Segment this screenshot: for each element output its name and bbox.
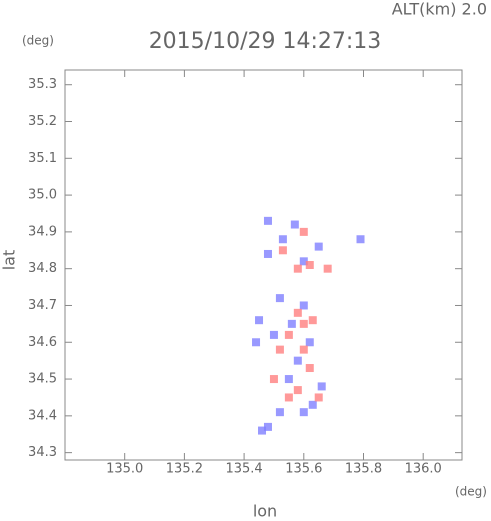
radar-pixel bbox=[269, 375, 278, 384]
radar-pixel bbox=[293, 264, 302, 273]
radar-pixel bbox=[305, 261, 314, 269]
y-tick-label: 34.5 bbox=[28, 372, 57, 387]
x-tick-label: 135.6 bbox=[285, 462, 322, 477]
altitude: ALT(km) 2.0 bbox=[392, 0, 487, 19]
radar-pixel bbox=[314, 242, 323, 251]
radar-pixel bbox=[299, 227, 308, 236]
radar-pixel bbox=[258, 426, 267, 435]
radar-pixel bbox=[252, 338, 261, 347]
radar-pixel bbox=[275, 408, 284, 417]
radar-pixel bbox=[293, 386, 302, 395]
radar-pixel bbox=[299, 408, 308, 417]
y-unit: (deg) bbox=[22, 34, 54, 48]
y-tick-label: 34.9 bbox=[28, 224, 57, 239]
radar-pixel bbox=[263, 216, 272, 225]
x-tick-label: 135.0 bbox=[106, 462, 143, 477]
radar-pixel bbox=[293, 308, 302, 317]
chart-title: 2015/10/29 14:27:13 bbox=[149, 29, 382, 54]
radar-pixel bbox=[284, 375, 293, 384]
y-tick-label: 34.3 bbox=[28, 445, 57, 460]
radar-pixel bbox=[356, 235, 365, 244]
radar-pixel bbox=[305, 364, 314, 373]
x-tick-label: 135.4 bbox=[225, 462, 262, 477]
radar-pixel bbox=[299, 345, 308, 354]
radar-pixel bbox=[308, 316, 317, 325]
radar-pixel bbox=[263, 249, 272, 258]
x-unit: (deg) bbox=[455, 485, 487, 499]
x-tick-label: 135.8 bbox=[345, 462, 382, 477]
y-tick-label: 35.3 bbox=[28, 77, 57, 92]
radar-pixel bbox=[308, 400, 317, 409]
y-tick-label: 35.2 bbox=[28, 114, 57, 129]
radar-pixel bbox=[290, 220, 299, 229]
radar-pixel bbox=[255, 316, 264, 325]
x-tick-label: 136.0 bbox=[405, 462, 442, 477]
radar-pixel bbox=[299, 319, 308, 328]
radar-pixel bbox=[293, 356, 302, 365]
radar-pixel bbox=[263, 422, 272, 431]
radar-pixel bbox=[317, 382, 326, 391]
radar-pixel bbox=[278, 246, 287, 255]
y-tick-label: 35.0 bbox=[28, 188, 57, 203]
radar-pixel bbox=[278, 235, 287, 244]
radar-pixel bbox=[287, 319, 296, 328]
x-axis-label: lon bbox=[253, 502, 277, 521]
radar-pixel bbox=[299, 257, 308, 266]
radar-pixel bbox=[299, 301, 308, 310]
radar-pixel bbox=[314, 393, 323, 402]
y-tick-label: 34.4 bbox=[28, 408, 57, 423]
plot-frame bbox=[64, 69, 463, 461]
y-tick-label: 35.1 bbox=[28, 151, 57, 166]
radar-pixel bbox=[275, 345, 284, 354]
radar-pixel bbox=[305, 338, 314, 347]
y-axis-label: lat bbox=[0, 250, 19, 271]
radar-pixel bbox=[323, 264, 332, 273]
radar-pixel bbox=[284, 393, 293, 402]
x-tick-label: 135.2 bbox=[166, 462, 203, 477]
y-tick-label: 34.6 bbox=[28, 335, 57, 350]
radar-pixel bbox=[269, 330, 278, 339]
y-tick-label: 34.7 bbox=[28, 298, 57, 313]
radar-pixel bbox=[275, 294, 284, 303]
radar-pixel bbox=[284, 330, 293, 339]
y-tick-label: 34.8 bbox=[28, 261, 57, 276]
